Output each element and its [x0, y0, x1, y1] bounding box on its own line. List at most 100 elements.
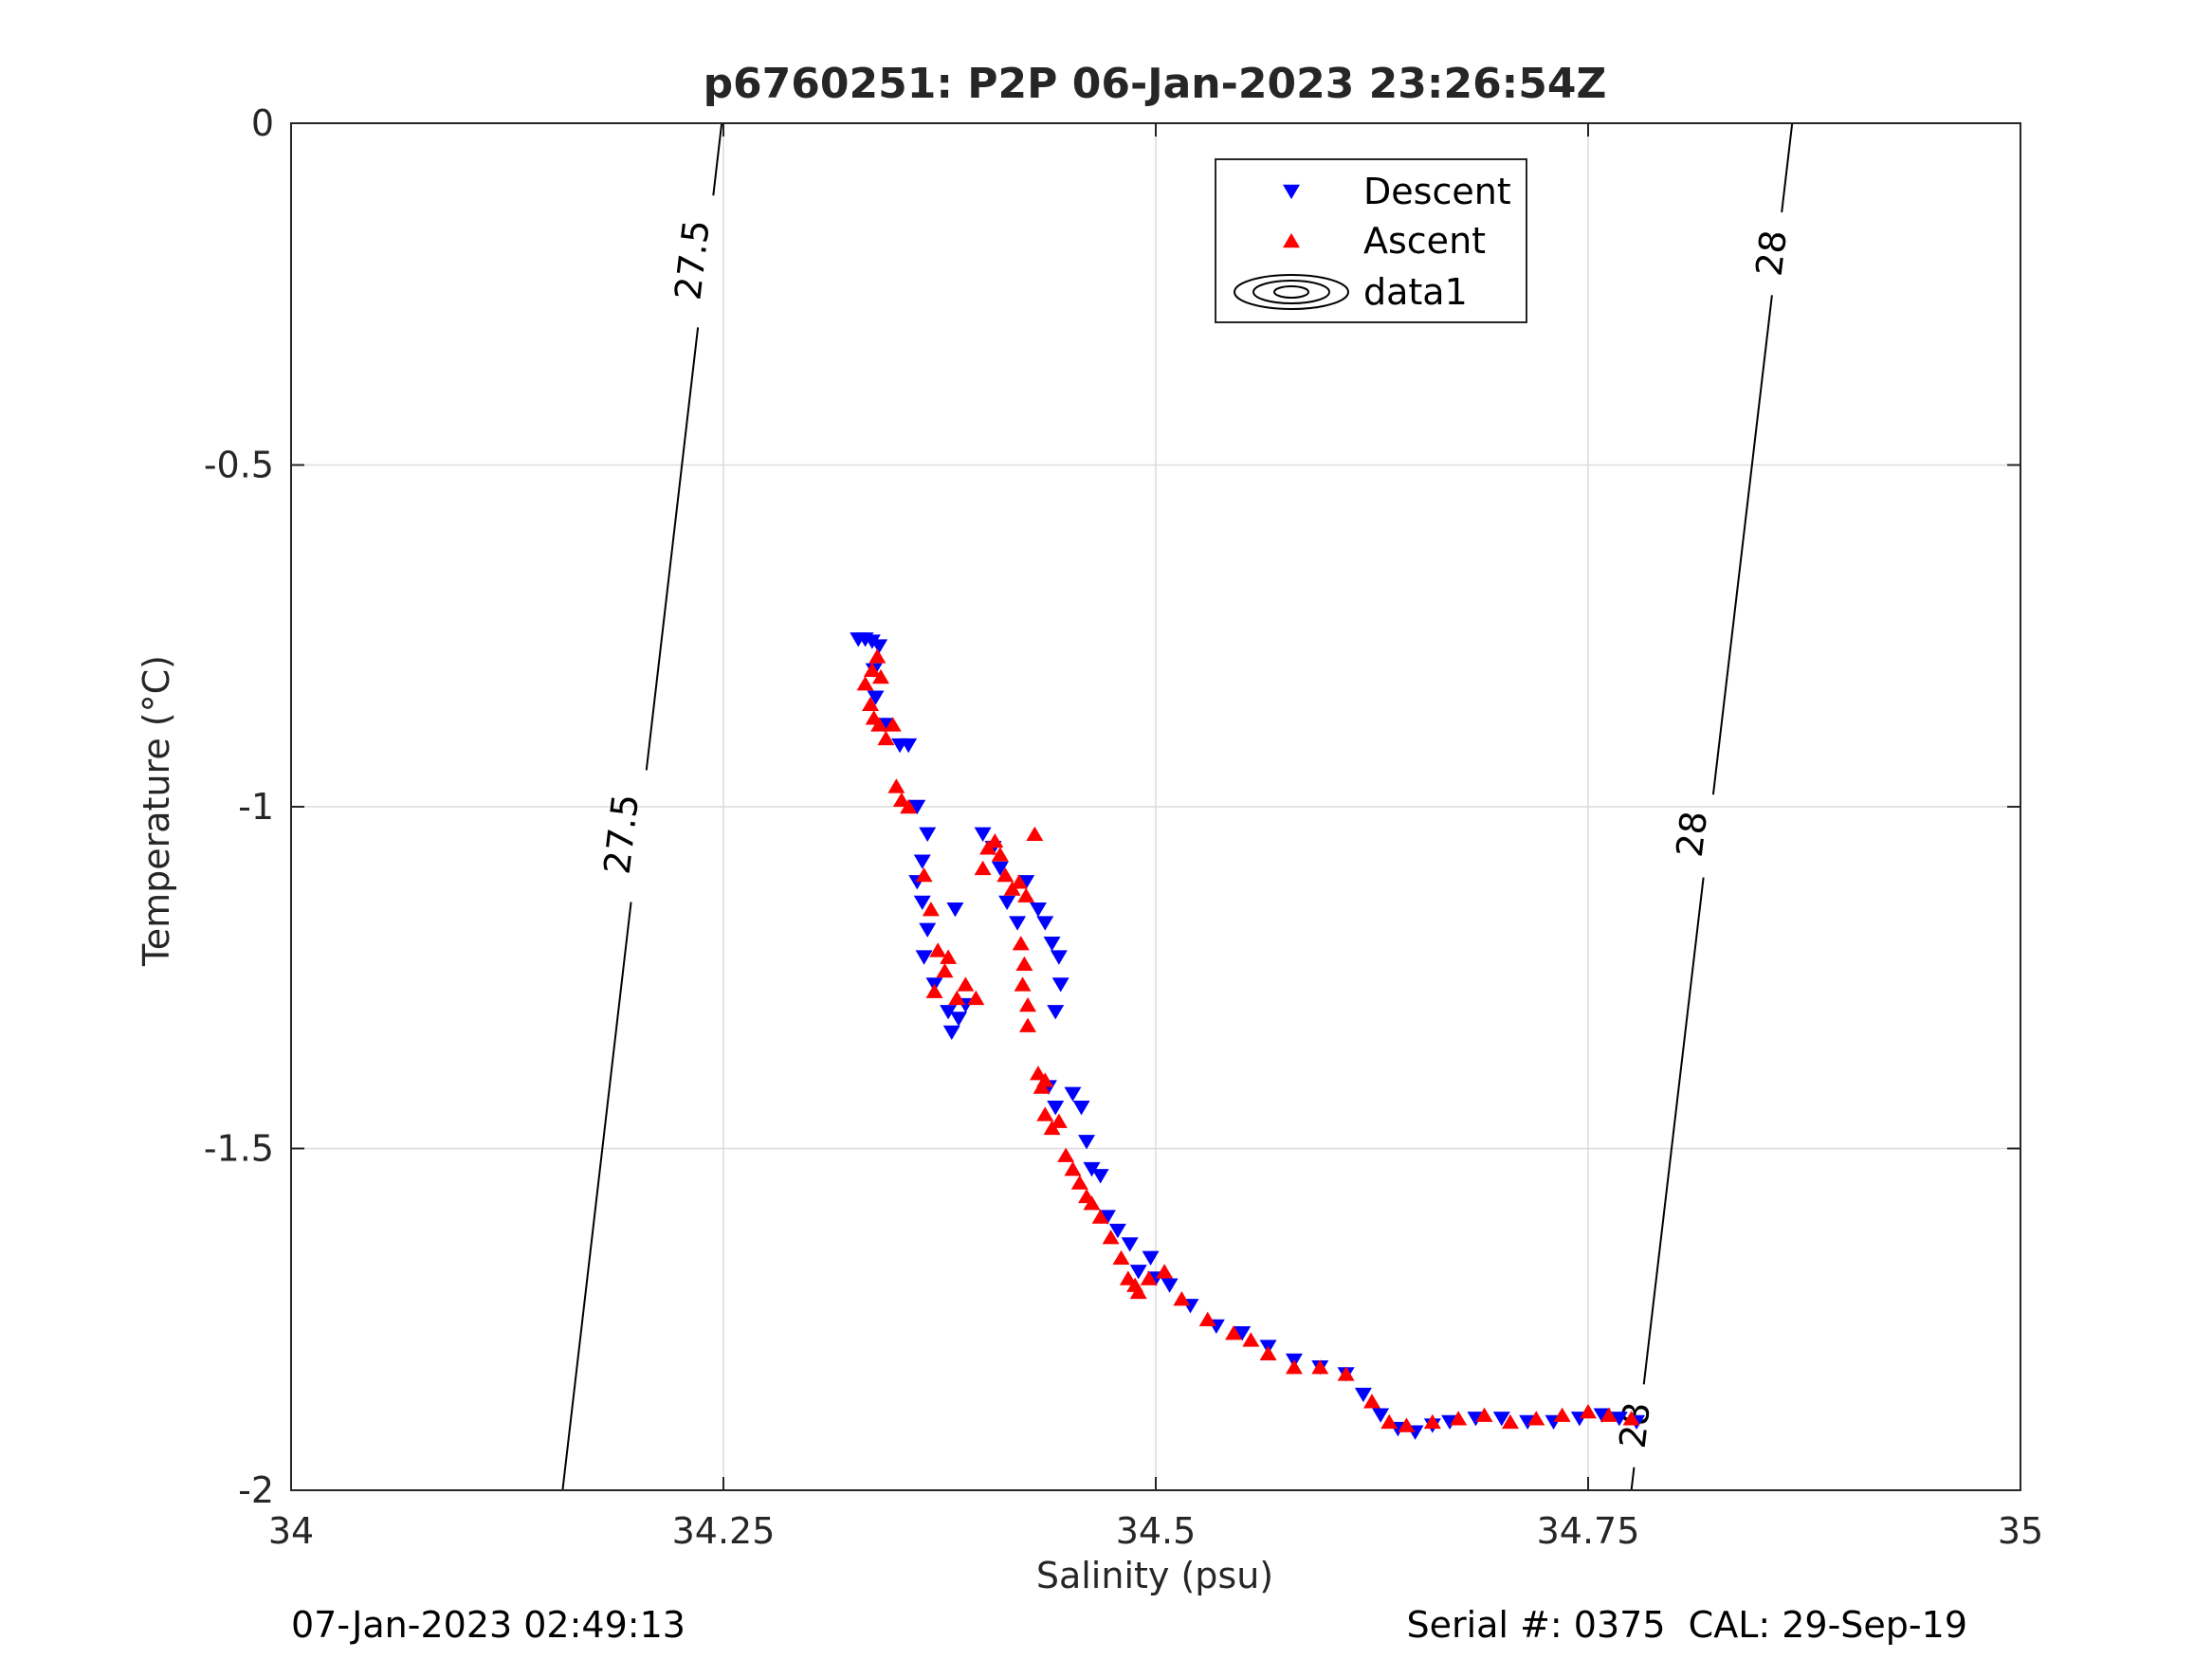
ascent-point	[929, 942, 947, 957]
ascent-point	[974, 860, 992, 876]
ascent-point	[996, 867, 1015, 883]
legend-label: Descent	[1363, 171, 1511, 212]
descent-point	[1142, 1250, 1160, 1266]
descent-point	[1108, 1223, 1126, 1239]
ascent-point	[1129, 1284, 1147, 1300]
contour-line	[1781, 122, 1794, 213]
ascent-point	[915, 867, 933, 883]
ascent-point	[1580, 1403, 1597, 1419]
footer-serial-cal: Serial #: 0375 CAL: 29-Sep-19	[1406, 1604, 1967, 1646]
ascent-point	[1070, 1175, 1088, 1190]
ascent-point	[1019, 1017, 1037, 1032]
contour-line	[712, 122, 723, 196]
ascent-point	[1242, 1332, 1260, 1347]
descent-point	[1354, 1387, 1372, 1403]
descent-point	[1083, 1161, 1101, 1177]
descent-point	[1036, 916, 1054, 931]
x-tick-label: 34.5	[1116, 1510, 1197, 1552]
ascent-point	[862, 696, 880, 712]
y-tick-label: -1	[238, 786, 274, 828]
ascent-point	[856, 676, 874, 691]
legend-label: Ascent	[1363, 220, 1486, 262]
legend-ascent-marker	[1283, 232, 1300, 248]
descent-point	[1047, 1005, 1065, 1020]
descent-point	[950, 1012, 968, 1027]
legend-box	[1215, 158, 1527, 323]
ascent-point	[925, 983, 943, 998]
contour-line	[1642, 877, 1705, 1385]
legend-descent-marker	[1283, 184, 1300, 200]
descent-point	[991, 861, 1009, 876]
ascent-point	[1112, 1249, 1130, 1266]
ascent-point	[1019, 996, 1037, 1012]
ascent-point	[1156, 1264, 1174, 1279]
ascent-point	[1225, 1325, 1243, 1340]
ascent-point	[940, 949, 958, 964]
ascent-point	[1501, 1413, 1519, 1430]
y-axis-label: Temperature (°C)	[136, 655, 177, 967]
ascent-point	[892, 792, 910, 807]
descent-point	[1161, 1278, 1179, 1293]
legend-contour-icon	[1252, 280, 1330, 304]
legend-contour-icon	[1273, 285, 1309, 299]
ascent-point	[1450, 1411, 1468, 1426]
descent-point	[913, 854, 931, 869]
descent-point	[946, 902, 964, 918]
ascent-point	[1198, 1311, 1216, 1326]
ascent-point	[1029, 1066, 1047, 1081]
descent-point	[942, 1025, 960, 1041]
data-markers	[850, 632, 1646, 1440]
ascent-point	[1423, 1413, 1441, 1430]
footer-timestamp: 07-Jan-2023 02:49:13	[291, 1604, 686, 1646]
ascent-point	[887, 778, 905, 793]
ascent-point	[1102, 1230, 1120, 1245]
legend-label: data1	[1363, 271, 1468, 313]
descent-point	[1072, 1101, 1090, 1116]
ascent-point	[1064, 1161, 1082, 1176]
descent-point	[940, 1005, 958, 1020]
ascent-point	[863, 662, 881, 677]
ascent-point	[1057, 1147, 1075, 1162]
ascent-point	[1119, 1270, 1137, 1285]
descent-point	[900, 738, 918, 754]
legend-contour-icon	[1234, 274, 1349, 310]
ascent-point	[1140, 1270, 1158, 1285]
descent-point	[919, 922, 937, 938]
ascent-point	[868, 648, 887, 664]
ascent-point	[1017, 887, 1035, 902]
contour-line	[561, 902, 632, 1491]
ascent-point	[1083, 1195, 1101, 1211]
descent-point	[1091, 1169, 1109, 1184]
y-tick-label: 0	[251, 102, 274, 144]
descent-point	[1492, 1412, 1510, 1427]
descent-point	[1098, 1210, 1116, 1225]
ascent-point	[1311, 1359, 1329, 1375]
descent-point	[867, 690, 885, 705]
ascent-point	[1012, 936, 1030, 951]
ascent-point	[1380, 1413, 1398, 1430]
ascent-point	[1259, 1345, 1277, 1360]
ascent-point	[1036, 1106, 1054, 1121]
contour-label: 27.5	[667, 218, 717, 302]
ascent-point	[1622, 1411, 1640, 1426]
legend: Descent Ascent data1	[1215, 158, 1527, 323]
descent-point	[908, 799, 926, 815]
descent-point	[974, 827, 992, 842]
ascent-point	[986, 832, 1004, 848]
ascent-point	[1527, 1411, 1545, 1426]
ascent-point	[936, 962, 954, 978]
ascent-point	[1036, 1072, 1054, 1087]
descent-point	[1121, 1237, 1139, 1252]
ascent-point	[1091, 1209, 1109, 1224]
contour-label: 27.5	[596, 792, 647, 876]
density-contours: 27.527.5282828	[561, 122, 1795, 1491]
contour-label: 28	[1669, 809, 1715, 859]
ascent-point	[870, 717, 888, 732]
x-tick-label: 35	[1998, 1510, 2043, 1552]
descent-point	[1372, 1408, 1390, 1423]
descent-point	[915, 950, 933, 965]
descent-point	[1047, 1101, 1065, 1116]
ascent-point	[1363, 1394, 1380, 1409]
x-axis-label: Salinity (psu)	[1036, 1555, 1273, 1596]
